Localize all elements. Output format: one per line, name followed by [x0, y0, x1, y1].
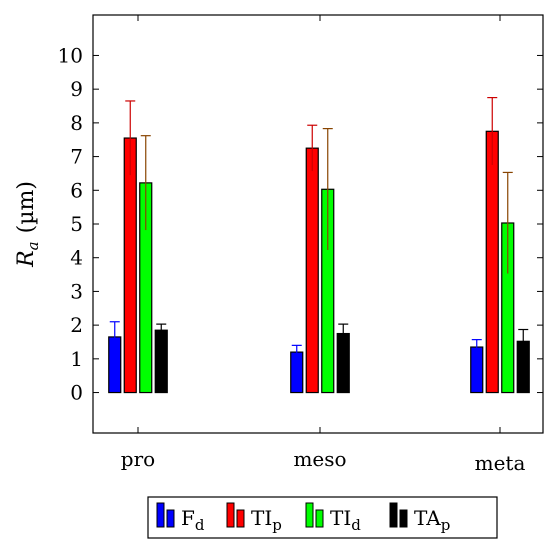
- legend-label: TId: [330, 506, 361, 534]
- bar: [123, 137, 137, 394]
- legend-label-subscript: d: [351, 516, 361, 534]
- legend-label-base: TA: [414, 506, 441, 530]
- y-tick-label: 10: [58, 43, 83, 67]
- category-label: pro: [121, 447, 155, 471]
- y-tick-label: 7: [70, 145, 83, 169]
- legend-label: TAp: [414, 506, 450, 534]
- y-axis-label-symbol: R: [14, 250, 39, 268]
- y-tick-label: 0: [70, 381, 83, 405]
- y-tick-label: 6: [70, 178, 83, 202]
- legend-swatch: [226, 502, 245, 528]
- legend-swatch-bar: [305, 502, 314, 528]
- y-axis-label-unit: (µm): [14, 181, 39, 233]
- x-axis: pro meso meta: [121, 15, 526, 475]
- legend-swatch: [389, 502, 408, 528]
- legend-label-base: TI: [330, 506, 351, 530]
- legend-label-subscript: p: [441, 516, 451, 534]
- legend-label-subscript: d: [195, 516, 205, 534]
- legend-swatch-bar: [399, 509, 408, 528]
- y-tick-label: 4: [70, 246, 83, 270]
- category-label: meso: [293, 447, 346, 471]
- legend-swatch-bar: [156, 502, 165, 528]
- bar: [485, 130, 499, 394]
- y-axis-label-subscript: a: [24, 241, 42, 250]
- y-tick-label: 3: [70, 279, 83, 303]
- bars: [108, 96, 530, 394]
- legend-swatch: [305, 502, 324, 528]
- legend: Fd TIp TId TAp: [147, 496, 498, 539]
- y-axis-label: Ra (µm): [14, 181, 42, 268]
- y-axis: 0 1 2 3 4 5 6 7 8 9 10: [58, 43, 543, 405]
- y-tick-label: 8: [70, 111, 83, 135]
- legend-label: TIp: [251, 506, 282, 534]
- y-tick-label: 1: [70, 347, 83, 371]
- legend-swatch-bar: [389, 502, 398, 528]
- legend-swatch: [156, 502, 175, 528]
- legend-label-base: TI: [251, 506, 272, 530]
- y-tick-label: 5: [70, 212, 83, 236]
- legend-swatch-bar: [166, 509, 175, 528]
- legend-label-base: F: [181, 506, 195, 530]
- y-tick-label: 9: [70, 77, 83, 101]
- bar: [305, 147, 319, 394]
- category-label: meta: [475, 451, 526, 475]
- bar: [154, 329, 168, 394]
- legend-swatch-bar: [315, 509, 324, 528]
- legend-label: Fd: [181, 506, 205, 534]
- y-tick-label: 2: [70, 313, 83, 337]
- legend-swatch-bar: [226, 502, 235, 528]
- legend-swatch-bar: [236, 509, 245, 528]
- legend-label-subscript: p: [272, 516, 282, 534]
